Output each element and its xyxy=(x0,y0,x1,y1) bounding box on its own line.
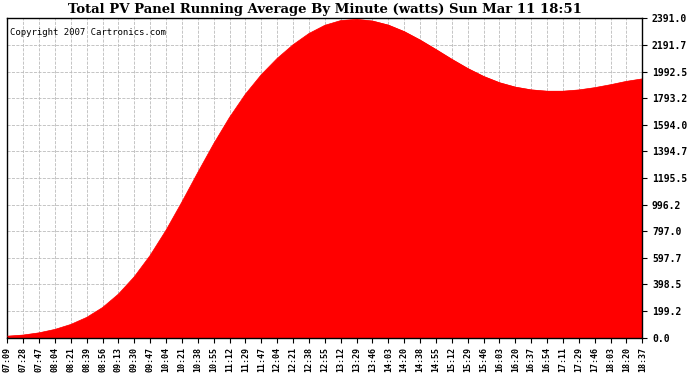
Title: Total PV Panel Running Average By Minute (watts) Sun Mar 11 18:51: Total PV Panel Running Average By Minute… xyxy=(68,3,582,16)
Text: Copyright 2007 Cartronics.com: Copyright 2007 Cartronics.com xyxy=(10,28,166,37)
